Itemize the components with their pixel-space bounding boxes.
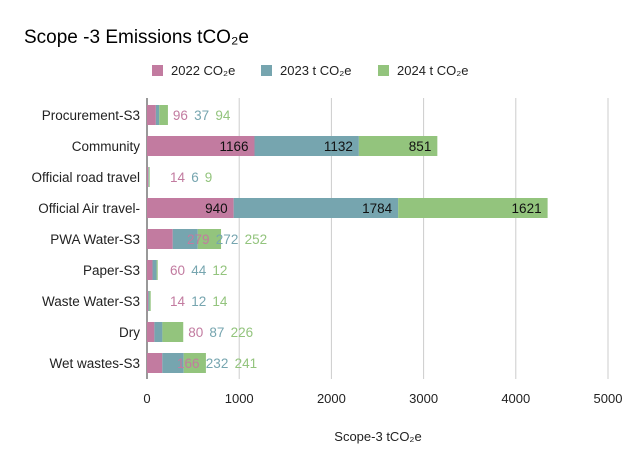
data-label: 12 xyxy=(191,294,206,309)
data-label: 252 xyxy=(245,232,268,247)
category-label: Official Air travel- xyxy=(38,201,140,216)
data-label: 44 xyxy=(191,263,207,278)
data-label: 232 xyxy=(206,356,229,371)
bar-segment xyxy=(162,353,184,373)
legend: 2022 CO₂e 2023 t CO₂e 2024 t CO₂e xyxy=(152,63,469,78)
bar-segment xyxy=(147,260,153,280)
data-label: 226 xyxy=(231,325,254,340)
x-tick-label: 5000 xyxy=(594,391,623,406)
data-label: 272 xyxy=(216,232,239,247)
bar-segment xyxy=(254,136,359,156)
bar-segment xyxy=(152,260,157,280)
data-label: 9 xyxy=(205,170,213,185)
category-label: Community xyxy=(72,139,141,154)
bar-segment xyxy=(398,198,548,218)
data-label: 241 xyxy=(235,356,258,371)
bar-segment xyxy=(148,167,149,187)
bar-segment xyxy=(149,291,151,311)
category-label: PWA Water-S3 xyxy=(50,232,140,247)
category-label: Wet wastes-S3 xyxy=(49,356,140,371)
data-label: 12 xyxy=(212,263,227,278)
bar-segment xyxy=(172,229,198,249)
data-label: 279 xyxy=(187,232,210,247)
bar-segment xyxy=(148,167,150,187)
data-label: 6 xyxy=(191,170,199,185)
data-label: 14 xyxy=(212,294,228,309)
x-tick-label: 3000 xyxy=(409,391,438,406)
bar-segment xyxy=(358,136,438,156)
category-label: Official road travel xyxy=(31,170,140,185)
bar-segment xyxy=(155,105,160,125)
bar-segment xyxy=(147,229,173,249)
bar-segment xyxy=(147,322,155,342)
x-tick-label: 1000 xyxy=(225,391,254,406)
data-label: 166 xyxy=(177,356,200,371)
bar-segment xyxy=(147,105,156,125)
category-label: Waste Water-S3 xyxy=(42,294,140,309)
data-label: 1132 xyxy=(324,139,353,154)
data-label: 96 xyxy=(173,108,188,123)
bar-segment xyxy=(162,322,184,342)
bar-segment xyxy=(148,291,150,311)
legend-swatch xyxy=(378,65,389,76)
data-label: 37 xyxy=(194,108,209,123)
data-label: 60 xyxy=(170,263,185,278)
data-label: 1621 xyxy=(512,201,542,216)
category-label: Paper-S3 xyxy=(83,263,140,278)
x-tick-label: 2000 xyxy=(317,391,346,406)
data-label: 940 xyxy=(205,201,228,216)
legend-label: 2022 CO₂e xyxy=(171,63,235,78)
bar-segment xyxy=(159,105,168,125)
chart-title: Scope -3 Emissions tCO₂e xyxy=(24,27,249,48)
legend-label: 2023 t CO₂e xyxy=(280,63,352,78)
bar-segment xyxy=(147,291,149,311)
x-tick-label: 0 xyxy=(143,391,150,406)
bar-segment xyxy=(233,198,399,218)
legend-swatch xyxy=(261,65,272,76)
data-label: 14 xyxy=(170,170,186,185)
legend-label: 2024 t CO₂e xyxy=(397,63,469,78)
x-axis-label: Scope-3 tCO₂e xyxy=(334,429,421,444)
data-label: 94 xyxy=(215,108,231,123)
data-label: 14 xyxy=(170,294,186,309)
legend-swatch xyxy=(152,65,163,76)
bars xyxy=(147,105,548,373)
data-label: 851 xyxy=(409,139,432,154)
bar-segment xyxy=(147,353,163,373)
bar-segment xyxy=(156,260,158,280)
bar-segment xyxy=(147,198,234,218)
data-label: 1784 xyxy=(362,201,393,216)
bar-segment xyxy=(154,322,163,342)
category-label: Dry xyxy=(119,325,140,340)
data-label: 1166 xyxy=(219,139,248,154)
data-label: 80 xyxy=(188,325,203,340)
bar-segment xyxy=(147,136,255,156)
category-labels: Procurement-S3 Community Official road tra… xyxy=(31,108,140,371)
x-tick-label: 4000 xyxy=(501,391,530,406)
value-labels: 96 37 94 1166 1132 851 14 6 9 940 1784 1621 279 272 25… xyxy=(170,108,542,371)
bar-segment xyxy=(197,229,222,249)
category-label: Procurement-S3 xyxy=(42,108,140,123)
bar-segment xyxy=(147,167,149,187)
data-label: 87 xyxy=(209,325,224,340)
x-tick-labels: 0 1000 2000 3000 4000 5000 xyxy=(143,391,622,406)
bar-segment xyxy=(183,353,206,373)
